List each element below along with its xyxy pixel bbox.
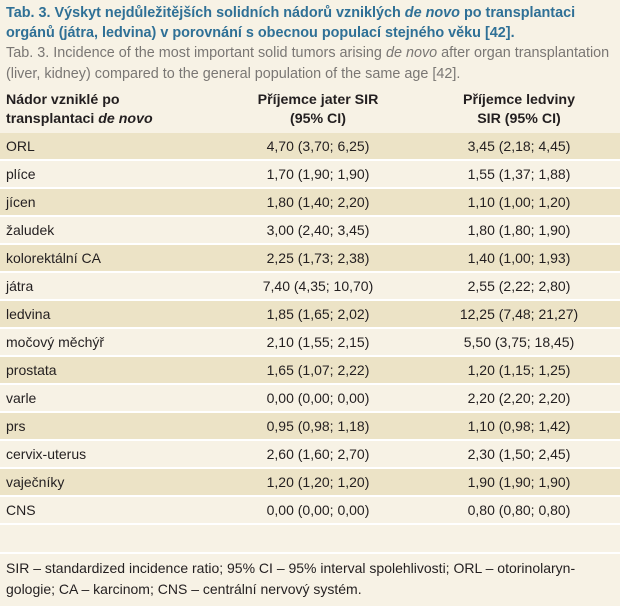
table-row: močový měchýř 2,10 (1,55; 2,15) 5,50 (3,75… bbox=[0, 328, 620, 357]
caption-english: Tab. 3. Incidence of the most important … bbox=[6, 43, 614, 85]
table-row: játra 7,40 (4,35; 10,70) 2,55 (2,22; 2,80) bbox=[0, 272, 620, 301]
header-tumor-line2-italic: de novo bbox=[98, 111, 153, 127]
cell-liver: 0,00 (0,00; 0,00) bbox=[218, 384, 418, 413]
cell-kidney: 1,80 (1,80; 1,90) bbox=[418, 216, 620, 245]
cell-kidney: 1,90 (1,90; 1,90) bbox=[418, 468, 620, 497]
footnote: SIR – standardized incidence ratio; 95% … bbox=[6, 558, 614, 600]
cell-liver: 7,40 (4,35; 10,70) bbox=[218, 272, 418, 301]
cell-liver: 1,20 (1,20; 1,20) bbox=[218, 468, 418, 497]
cell-tumor: ORL bbox=[0, 133, 218, 161]
table-row: ledvina 1,85 (1,65; 2,02) 12,25 (7,48; 21,… bbox=[0, 300, 620, 329]
table-header: Nádor vzniklé po transplantaci de novo P… bbox=[0, 89, 620, 133]
cell-liver: 1,85 (1,65; 2,02) bbox=[218, 300, 418, 329]
header-liver-line2: (95% CI) bbox=[290, 111, 346, 127]
cell-kidney: 1,10 (1,00; 1,20) bbox=[418, 188, 620, 217]
sir-table: ORL 4,70 (3,70; 6,25) 3,45 (2,18; 4,45) pl… bbox=[0, 133, 620, 525]
cell-tumor: prs bbox=[0, 412, 218, 441]
cell-tumor: cervix-uterus bbox=[0, 440, 218, 469]
header-tumor-line2-text: transplantaci bbox=[6, 111, 99, 127]
table-row: vaječníky 1,20 (1,20; 1,20) 1,90 (1,90; 1,… bbox=[0, 468, 620, 497]
table-row: prs 0,95 (0,98; 1,18) 1,10 (0,98; 1,42) bbox=[0, 412, 620, 441]
caption-czech: Tab. 3. Výskyt nejdůležitějších solidníc… bbox=[6, 3, 614, 43]
cell-kidney: 12,25 (7,48; 21,27) bbox=[418, 300, 620, 329]
cell-kidney: 1,55 (1,37; 1,88) bbox=[418, 160, 620, 189]
cell-tumor: jícen bbox=[0, 188, 218, 217]
cell-tumor: vaječníky bbox=[0, 468, 218, 497]
table-row: cervix-uterus 2,60 (1,60; 2,70) 2,30 (1,50… bbox=[0, 440, 620, 469]
table-row: prostata 1,65 (1,07; 2,22) 1,20 (1,15; 1,2… bbox=[0, 356, 620, 385]
table-row: jícen 1,80 (1,40; 2,20) 1,10 (1,00; 1,20) bbox=[0, 188, 620, 217]
cell-tumor: CNS bbox=[0, 496, 218, 525]
footnote-line2: gologie; CA – karcinom; CNS – centrální … bbox=[6, 581, 362, 597]
cell-liver: 1,80 (1,40; 2,20) bbox=[218, 188, 418, 217]
cell-tumor: močový měchýř bbox=[0, 328, 218, 357]
header-kidney-line1: Příjemce ledviny bbox=[463, 92, 575, 108]
caption: Tab. 3. Výskyt nejdůležitějších solidníc… bbox=[0, 0, 620, 85]
cell-tumor: ledvina bbox=[0, 300, 218, 329]
header-tumor-line2: transplantaci de novo bbox=[6, 110, 218, 129]
header-kidney-line2: SIR (95% CI) bbox=[477, 111, 561, 127]
cell-liver: 4,70 (3,70; 6,25) bbox=[218, 133, 418, 161]
table-row: ORL 4,70 (3,70; 6,25) 3,45 (2,18; 4,45) bbox=[0, 133, 620, 161]
footnote-divider bbox=[0, 552, 620, 554]
footnote-line1: SIR – standardized incidence ratio; 95% … bbox=[6, 560, 576, 576]
header-kidney: Příjemce ledviny SIR (95% CI) bbox=[418, 91, 620, 129]
cell-kidney: 2,20 (2,20; 2,20) bbox=[418, 384, 620, 413]
cell-liver: 2,10 (1,55; 2,15) bbox=[218, 328, 418, 357]
cell-liver: 0,00 (0,00; 0,00) bbox=[218, 496, 418, 525]
caption-czech-text: Tab. 3. Výskyt nejdůležitějších solidníc… bbox=[6, 5, 405, 21]
cell-tumor: kolorektální CA bbox=[0, 244, 218, 273]
cell-liver: 3,00 (2,40; 3,45) bbox=[218, 216, 418, 245]
caption-english-italic: de novo bbox=[385, 45, 438, 61]
caption-czech-italic: de novo bbox=[404, 5, 460, 21]
header-tumor-line1: Nádor vzniklé po bbox=[6, 92, 120, 108]
table-row: varle 0,00 (0,00; 0,00) 2,20 (2,20; 2,20) bbox=[0, 384, 620, 413]
table-row: kolorektální CA 2,25 (1,73; 2,38) 1,40 (1,… bbox=[0, 244, 620, 273]
cell-tumor: plíce bbox=[0, 160, 218, 189]
cell-liver: 1,70 (1,90; 1,90) bbox=[218, 160, 418, 189]
header-liver: Příjemce jater SIR (95% CI) bbox=[218, 91, 418, 129]
table-row: plíce 1,70 (1,90; 1,90) 1,55 (1,37; 1,88) bbox=[0, 160, 620, 189]
table-row: CNS 0,00 (0,00; 0,00) 0,80 (0,80; 0,80) bbox=[0, 496, 620, 525]
cell-kidney: 5,50 (3,75; 18,45) bbox=[418, 328, 620, 357]
cell-tumor: prostata bbox=[0, 356, 218, 385]
cell-liver: 2,25 (1,73; 2,38) bbox=[218, 244, 418, 273]
cell-liver: 1,65 (1,07; 2,22) bbox=[218, 356, 418, 385]
cell-kidney: 1,10 (0,98; 1,42) bbox=[418, 412, 620, 441]
cell-liver: 0,95 (0,98; 1,18) bbox=[218, 412, 418, 441]
cell-tumor: varle bbox=[0, 384, 218, 413]
cell-tumor: játra bbox=[0, 272, 218, 301]
cell-kidney: 1,20 (1,15; 1,25) bbox=[418, 356, 620, 385]
caption-english-text-end: after organ transplantation (liver, kidn… bbox=[6, 45, 610, 82]
header-liver-line1: Příjemce jater SIR bbox=[257, 92, 379, 108]
header-tumor: Nádor vzniklé po transplantaci de novo bbox=[0, 91, 218, 129]
cell-kidney: 1,40 (1,00; 1,93) bbox=[418, 244, 620, 273]
cell-kidney: 3,45 (2,18; 4,45) bbox=[418, 133, 620, 161]
cell-kidney: 2,55 (2,22; 2,80) bbox=[418, 272, 620, 301]
cell-kidney: 2,30 (1,50; 2,45) bbox=[418, 440, 620, 469]
cell-liver: 2,60 (1,60; 2,70) bbox=[218, 440, 418, 469]
cell-tumor: žaludek bbox=[0, 216, 218, 245]
table-row: žaludek 3,00 (2,40; 3,45) 1,80 (1,80; 1,90… bbox=[0, 216, 620, 245]
cell-kidney: 0,80 (0,80; 0,80) bbox=[418, 496, 620, 525]
caption-english-text: Tab. 3. Incidence of the most important … bbox=[6, 45, 386, 61]
caption-czech-text-end: po transplantaci orgánů (játra, ledvina)… bbox=[6, 5, 576, 41]
